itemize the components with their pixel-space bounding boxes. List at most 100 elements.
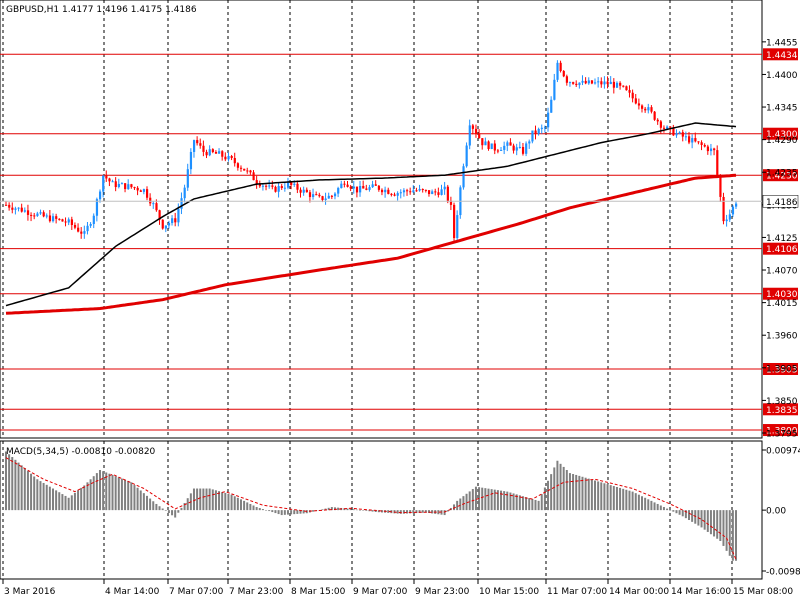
- candle-body: [293, 183, 296, 185]
- macd-bar: [145, 495, 148, 511]
- candle-body: [321, 196, 324, 200]
- candle-body: [713, 148, 716, 151]
- candle-body: [124, 183, 127, 190]
- candle-body: [421, 189, 424, 191]
- level-tag-label: 1.4300: [766, 130, 798, 140]
- macd-bar: [647, 499, 650, 511]
- candle-body: [343, 183, 346, 185]
- candle-body: [308, 192, 312, 198]
- macd-bar: [418, 510, 421, 513]
- candle-body: [189, 151, 193, 170]
- macd-bar: [30, 473, 33, 511]
- candle-body: [102, 175, 105, 192]
- macd-bar: [114, 476, 117, 511]
- macd-bar: [559, 463, 562, 511]
- candle-body: [562, 71, 565, 77]
- macd-bar: [487, 488, 490, 511]
- candle-body: [399, 192, 402, 194]
- macd-bar: [474, 486, 477, 511]
- candle-body: [255, 180, 258, 184]
- candle-body: [446, 186, 449, 201]
- candle-body: [559, 62, 562, 72]
- candle-body: [418, 189, 421, 191]
- time-tick-label: 15 Mar 08:00: [733, 587, 793, 597]
- candle-body: [518, 146, 522, 148]
- macd-bar: [349, 508, 352, 511]
- time-tick-label: 9 Mar 23:00: [415, 587, 470, 597]
- macd-bar: [371, 510, 374, 512]
- macd-bar: [258, 508, 261, 511]
- candle-body: [252, 172, 255, 181]
- candle-body: [631, 92, 634, 99]
- candle-body: [218, 151, 221, 154]
- macd-bar: [211, 489, 214, 511]
- candle-body: [230, 156, 233, 159]
- candle-body: [675, 133, 678, 136]
- macd-bar: [609, 485, 612, 511]
- macd-bar: [23, 468, 26, 511]
- candle-body: [493, 143, 496, 151]
- macd-bar: [246, 502, 249, 511]
- macd-bar: [581, 476, 584, 511]
- macd-bar: [731, 510, 734, 561]
- candle-body: [706, 146, 710, 152]
- macd-bar: [199, 488, 202, 511]
- macd-bar: [528, 498, 531, 511]
- macd-bar: [108, 473, 111, 511]
- candle-body: [678, 132, 681, 134]
- moving-average-slow: [5, 173, 737, 315]
- macd-bar: [412, 510, 415, 514]
- macd-bar: [716, 510, 719, 539]
- macd-histogram: [5, 451, 737, 561]
- macd-bar: [286, 510, 289, 515]
- candle-body: [8, 204, 11, 208]
- macd-bar: [117, 477, 120, 511]
- candle-body: [609, 81, 612, 85]
- candle-body: [456, 215, 459, 239]
- candle-body: [236, 163, 240, 168]
- macd-bar: [51, 488, 54, 511]
- candle-body: [506, 142, 509, 146]
- macd-bar: [208, 488, 211, 511]
- macd-bar: [456, 500, 459, 511]
- candle-body: [246, 170, 249, 172]
- candle-body: [500, 149, 503, 151]
- time-tick-label: 7 Mar 07:00: [169, 587, 224, 597]
- macd-bar: [312, 510, 315, 512]
- candle-body: [183, 187, 186, 199]
- candle-body: [396, 193, 399, 196]
- candle-body: [58, 218, 61, 220]
- candle-body: [509, 142, 512, 146]
- macd-bar: [337, 507, 340, 511]
- candle-body: [158, 210, 161, 220]
- candle-body: [584, 80, 587, 84]
- macd-bar: [725, 510, 728, 551]
- macd-bar: [406, 510, 409, 514]
- level-tag-label: 1.4106: [766, 245, 798, 255]
- candle-body: [612, 81, 616, 88]
- macd-bar: [691, 510, 694, 522]
- macd-bar: [239, 499, 242, 511]
- macd-bar: [424, 510, 427, 513]
- candle-body: [656, 119, 659, 122]
- macd-bar: [36, 479, 39, 511]
- candle-body: [637, 103, 641, 106]
- macd-bar: [735, 510, 737, 561]
- candle-body: [161, 219, 164, 229]
- macd-bar: [688, 510, 691, 521]
- macd-bar: [174, 510, 177, 518]
- macd-bar: [155, 503, 158, 511]
- candle-body: [490, 143, 493, 149]
- macd-bar: [95, 473, 98, 511]
- candle-body: [105, 175, 108, 179]
- candle-body: [86, 225, 89, 232]
- macd-bar: [525, 497, 528, 511]
- candle-body: [174, 218, 177, 223]
- candle-body: [42, 212, 45, 217]
- candle-body: [111, 181, 114, 183]
- candle-body: [377, 185, 381, 190]
- candle-body: [5, 204, 8, 206]
- candle-body: [568, 82, 572, 84]
